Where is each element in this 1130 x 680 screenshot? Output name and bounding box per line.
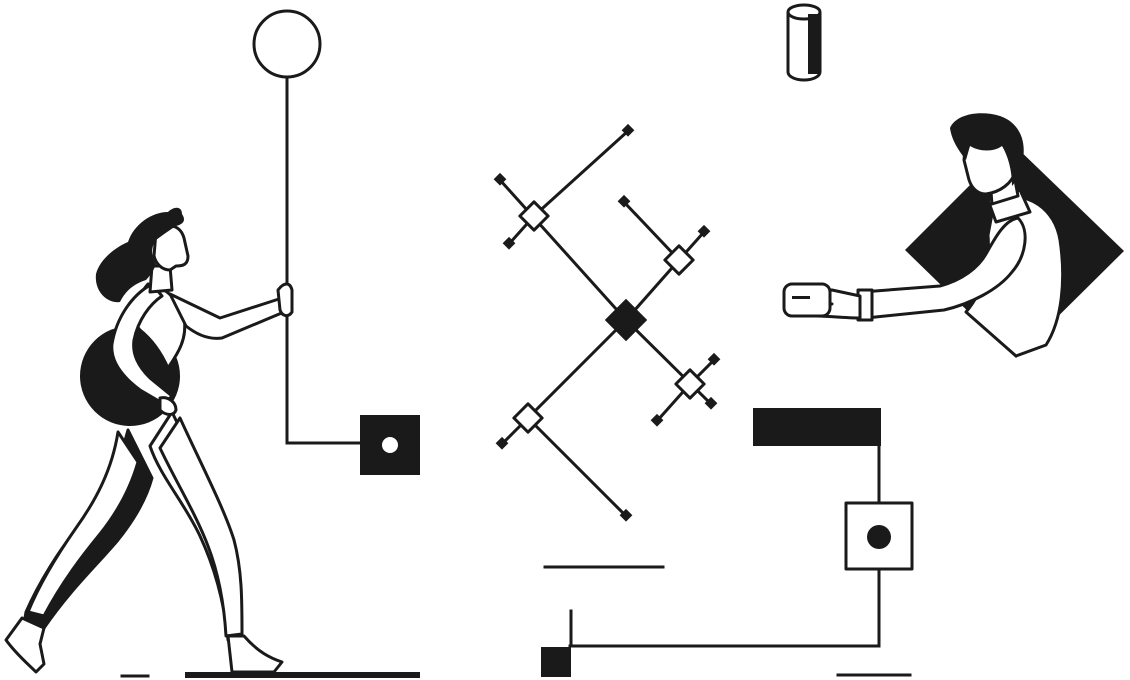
pendulum-block-dot	[382, 437, 398, 453]
network-node	[674, 368, 706, 400]
woman-figure	[4, 207, 294, 674]
man-device-slot	[792, 296, 810, 299]
ground-bar	[185, 672, 420, 678]
pendulum-circle	[252, 9, 322, 79]
network-edge-lower-left	[525, 317, 629, 421]
woman-back-shoe	[4, 616, 46, 674]
network-cap	[493, 172, 507, 186]
connector-end-block	[541, 647, 571, 677]
ground-lines	[120, 565, 912, 678]
woman-front-arm	[168, 292, 286, 340]
woman-front-hand	[276, 282, 294, 318]
pendulum-node-icon	[252, 9, 420, 475]
cylinder-shadow	[808, 14, 820, 74]
woman-front-trouser	[158, 416, 244, 638]
connector-node-icon	[541, 408, 914, 677]
cross-network-icon	[493, 123, 721, 522]
woman-front-shoe	[226, 634, 284, 674]
network-node	[518, 200, 550, 232]
network-branch-bottom	[525, 415, 629, 519]
network-branch-right-up	[621, 199, 682, 263]
network-edge-upper-left	[497, 177, 629, 323]
network-node	[663, 244, 695, 276]
woman-hair	[95, 207, 184, 303]
man-figure	[782, 113, 1124, 358]
network-node	[512, 402, 544, 434]
connector-dot	[867, 525, 891, 549]
woman-back-hand	[158, 396, 178, 416]
cylinder-icon	[786, 3, 822, 82]
woman-back-trouser	[26, 430, 140, 618]
network-cap	[495, 436, 509, 450]
man-hair	[950, 113, 1024, 186]
connector-bar	[753, 408, 881, 446]
man-arm	[860, 216, 1027, 320]
man-device	[782, 282, 832, 318]
network-branch-top	[531, 128, 631, 219]
